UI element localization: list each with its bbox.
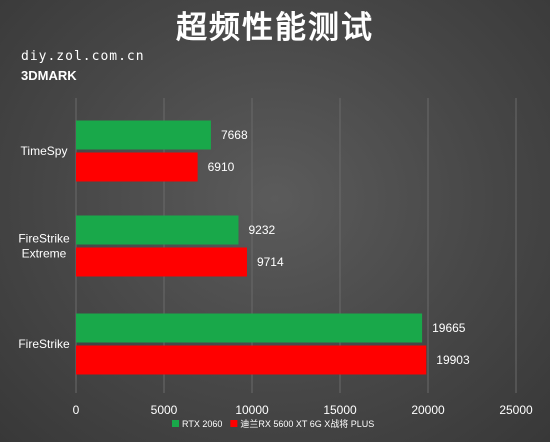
bar [76,152,198,182]
data-label: 19665 [432,321,466,335]
chart-title: 超频性能测试 [176,10,374,46]
category-label: TimeSpy [21,144,68,158]
data-label: 19903 [436,353,470,367]
category-label: FireStrike Extreme [18,232,70,261]
category-label: FireStrike [18,337,70,351]
x-axis-ticks: 0 5000 10000 15000 20000 25000 [73,403,533,417]
bar [76,247,247,277]
bar [76,120,211,150]
x-tick-label: 15000 [323,403,357,417]
data-label: 6910 [208,160,235,174]
x-tick-label: 5000 [151,403,178,417]
x-tick-label: 25000 [499,403,533,417]
bars: 7668 6910 9232 9714 19665 19903 [76,120,470,375]
x-tick-label: 0 [73,403,80,417]
legend-swatch [230,420,238,427]
x-tick-label: 10000 [235,403,269,417]
x-tick-label: 20000 [411,403,445,417]
category-labels: TimeSpy FireStrike Extreme FireStrike [18,144,70,351]
data-label: 9714 [257,255,284,269]
bar [76,345,427,375]
legend: RTX 2060 迪兰RX 5600 XT 6G X战将 PLUS [172,418,374,429]
legend-swatch [172,420,179,427]
source-watermark: diy.zol.com.cn [21,49,145,64]
data-label: 9232 [248,223,275,237]
bar [76,313,423,343]
bar [76,215,239,245]
legend-entry: 迪兰RX 5600 XT 6G X战将 PLUS [240,418,374,429]
chart-subtitle: 3DMARK [21,68,77,83]
data-label: 7668 [221,128,248,142]
legend-entry: RTX 2060 [182,419,222,429]
